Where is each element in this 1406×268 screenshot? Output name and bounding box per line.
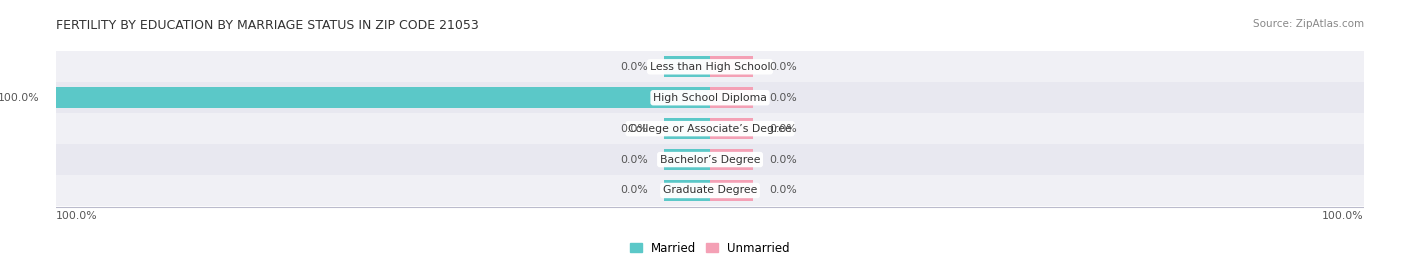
Text: Graduate Degree: Graduate Degree [662, 185, 758, 195]
Text: 0.0%: 0.0% [769, 93, 797, 103]
Text: 0.0%: 0.0% [769, 124, 797, 134]
Text: High School Diploma: High School Diploma [654, 93, 766, 103]
Bar [664, 56, 710, 77]
Bar [56, 51, 1364, 82]
Text: 0.0%: 0.0% [769, 185, 797, 195]
Bar [710, 180, 752, 201]
Text: 100.0%: 100.0% [0, 93, 39, 103]
Bar [56, 87, 710, 108]
Text: 0.0%: 0.0% [620, 185, 648, 195]
Text: 0.0%: 0.0% [620, 62, 648, 72]
Bar [664, 180, 710, 201]
Text: College or Associate’s Degree: College or Associate’s Degree [628, 124, 792, 134]
Bar [664, 149, 710, 170]
Bar [56, 144, 1364, 175]
Text: 0.0%: 0.0% [620, 124, 648, 134]
Bar [664, 118, 710, 139]
Text: 0.0%: 0.0% [620, 155, 648, 165]
Text: Source: ZipAtlas.com: Source: ZipAtlas.com [1253, 19, 1364, 29]
Text: Bachelor’s Degree: Bachelor’s Degree [659, 155, 761, 165]
Text: 0.0%: 0.0% [769, 62, 797, 72]
Text: FERTILITY BY EDUCATION BY MARRIAGE STATUS IN ZIP CODE 21053: FERTILITY BY EDUCATION BY MARRIAGE STATU… [56, 19, 479, 32]
Bar [710, 149, 752, 170]
Bar [710, 56, 752, 77]
Bar [56, 175, 1364, 206]
Bar [56, 82, 1364, 113]
Text: 0.0%: 0.0% [769, 155, 797, 165]
Text: 100.0%: 100.0% [56, 211, 98, 221]
Bar [710, 87, 752, 108]
Bar [56, 113, 1364, 144]
Legend: Married, Unmarried: Married, Unmarried [630, 241, 790, 255]
Text: 100.0%: 100.0% [1322, 211, 1364, 221]
Text: Less than High School: Less than High School [650, 62, 770, 72]
Bar [710, 118, 752, 139]
